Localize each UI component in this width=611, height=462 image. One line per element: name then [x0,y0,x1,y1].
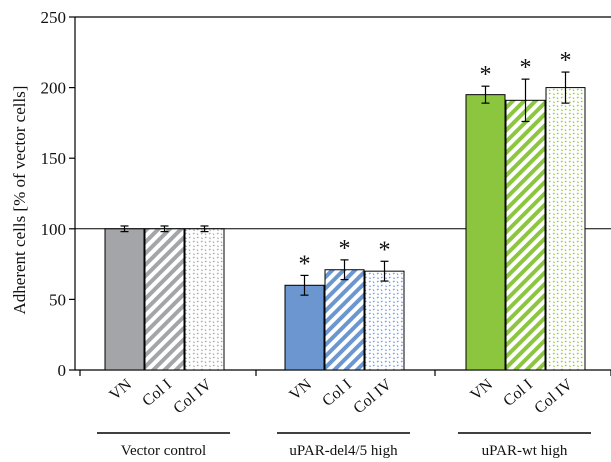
y-tick-label: 200 [41,79,67,98]
bar [505,99,546,371]
significance-marker: * [520,55,532,81]
y-tick-label: 0 [58,361,67,380]
x-tick-label: VN [106,376,135,404]
bars [104,71,586,371]
bar [184,228,225,371]
significance-marker: * [480,62,492,88]
group-label: uPAR-del4/5 high [289,443,398,459]
y-tick-label: 50 [49,290,66,309]
y-tick-label: 100 [41,220,67,239]
y-tick-label: 250 [41,8,67,27]
x-tick-label: VN [467,376,496,404]
x-tick-label: VN [286,376,315,404]
bar [284,284,325,371]
significance-marker: * [339,236,351,262]
significance-marker: * [379,237,391,263]
bar [545,87,586,371]
y-axis-label: Adherent cells [% of vector cells] [10,86,29,315]
group-label: uPAR-wt high [482,443,568,459]
x-tick-label: Col IV [170,376,215,418]
bar [364,270,405,371]
bar [324,269,365,371]
bar [144,228,185,371]
x-tick-label: Col IV [531,376,576,418]
bar [104,228,145,371]
significance-marker: * [560,48,572,74]
bar [465,94,506,371]
group-label: Vector control [121,443,206,459]
x-tick-label: Col IV [350,376,395,418]
y-tick-label: 150 [41,149,67,168]
significance-marker: * [299,251,311,277]
